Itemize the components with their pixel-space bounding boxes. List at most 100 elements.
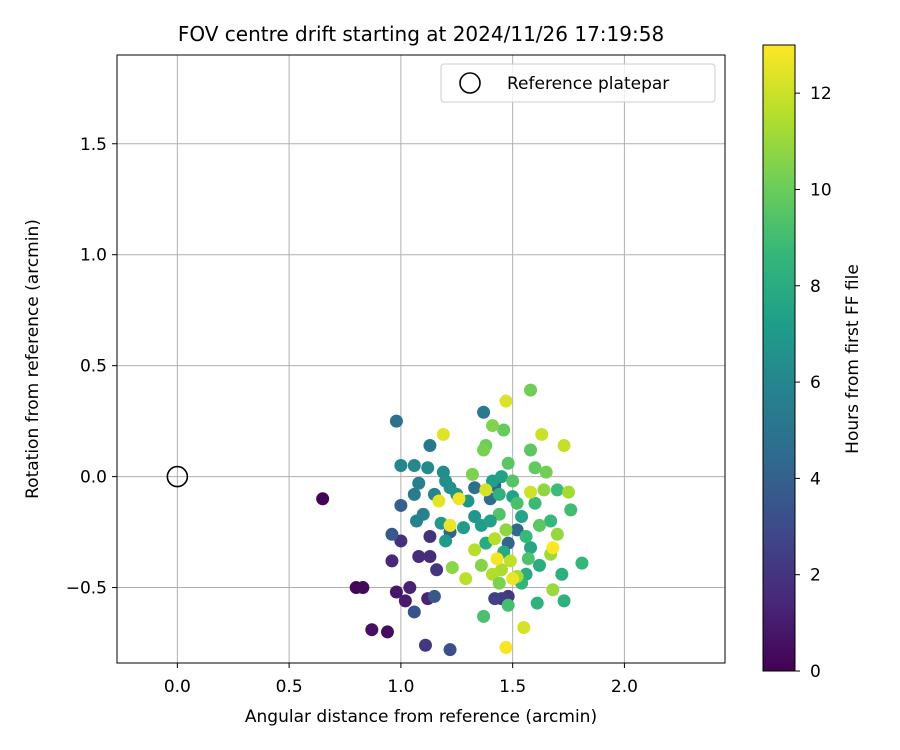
legend-marker-reference — [459, 72, 481, 94]
scatter-point — [427, 589, 441, 603]
scatter-point — [515, 510, 529, 524]
scatter-point — [407, 459, 421, 473]
scatter-point — [365, 623, 379, 637]
scatter-point — [488, 592, 502, 606]
scatter-point — [468, 481, 482, 495]
colorbar-tick-label: 2 — [810, 566, 821, 586]
scatter-point — [356, 581, 370, 595]
scatter-point — [490, 552, 504, 566]
scatter-point — [503, 554, 517, 568]
scatter-point — [539, 465, 553, 479]
scatter-point — [510, 496, 524, 510]
scatter-point — [412, 549, 426, 563]
scatter-point — [546, 541, 560, 555]
scatter-point — [494, 470, 508, 484]
scatter-point — [492, 507, 506, 521]
colorbar-tick-label: 10 — [810, 180, 832, 200]
scatter-point — [550, 483, 564, 497]
scatter-point — [555, 567, 569, 581]
scatter-point — [497, 423, 511, 437]
y-tick-label: 0.0 — [80, 468, 107, 488]
colorbar-tick-label: 6 — [810, 373, 821, 393]
colorbar-tick-label: 12 — [810, 84, 832, 104]
scatter-point — [499, 640, 513, 654]
plot-frame — [116, 54, 726, 664]
scatter-point — [394, 498, 408, 512]
y-tick-label: 0.5 — [80, 357, 107, 377]
scatter-point — [528, 496, 542, 510]
scatter-point — [562, 485, 576, 499]
scatter-point — [389, 585, 403, 599]
scatter-point — [430, 563, 444, 577]
colorbar-ticks: 0 2 4 6 8 10 12 — [795, 84, 832, 682]
scatter-point — [407, 605, 421, 619]
scatter-point — [519, 530, 533, 544]
scatter-point — [394, 534, 408, 548]
colorbar — [762, 44, 796, 672]
legend-label-reference: Reference platepar — [507, 74, 669, 94]
scatter-point — [443, 643, 457, 657]
scatter-point — [452, 492, 466, 506]
scatter-point — [445, 561, 459, 575]
scatter-point — [492, 487, 506, 501]
chart-title: FOV centre drift starting at 2024/11/26 … — [178, 22, 664, 46]
scatter-point — [421, 461, 435, 475]
scatter-point — [477, 609, 491, 623]
plot-background — [117, 55, 725, 663]
legend: Reference platepar — [440, 63, 716, 103]
scatter-point — [465, 467, 479, 481]
colorbar-tick-label: 0 — [810, 662, 821, 682]
scatter-point — [398, 594, 412, 608]
scatter-point — [407, 487, 421, 501]
scatter-point — [524, 383, 538, 397]
scatter-point — [316, 492, 330, 506]
scatter-point — [439, 534, 453, 548]
scatter-point — [436, 427, 450, 441]
scatter-point — [499, 394, 513, 408]
scatter-point — [530, 596, 544, 610]
scatter-point — [477, 443, 491, 457]
scatter-point — [499, 523, 513, 537]
scatter-point — [557, 594, 571, 608]
scatter-point — [532, 518, 546, 532]
colorbar-tick-label: 8 — [810, 277, 821, 297]
scatter-point — [532, 558, 546, 572]
scatter-point — [410, 514, 424, 528]
scatter-point — [477, 405, 491, 419]
x-tick-label: 0.5 — [276, 677, 303, 697]
scatter-point — [506, 474, 520, 488]
legend-box — [440, 63, 716, 103]
scatter-points — [316, 383, 589, 657]
scatter-point — [501, 598, 515, 612]
scatter-point — [524, 541, 538, 555]
x-tick-label: 1.0 — [387, 677, 414, 697]
x-tick-label: 1.5 — [499, 677, 526, 697]
y-tick-label: 1.0 — [80, 246, 107, 266]
scatter-point — [528, 461, 542, 475]
scatter-point — [510, 523, 524, 537]
scatter-point — [483, 514, 497, 528]
scatter-point — [432, 494, 446, 508]
scatter-point — [468, 543, 482, 557]
y-tick-label: 1.5 — [80, 135, 107, 155]
scatter-point — [524, 485, 538, 499]
x-tick-label: 2.0 — [611, 677, 638, 697]
scatter-point — [389, 414, 403, 428]
x-axis-ticks: 0.0 0.5 1.0 1.5 2.0 — [164, 663, 638, 697]
scatter-point — [488, 532, 502, 546]
scatter-point — [492, 576, 506, 590]
scatter-point — [544, 514, 558, 528]
scatter-point — [501, 456, 515, 470]
scatter-point — [506, 572, 520, 586]
scatter-point — [521, 552, 535, 566]
scatter-point — [385, 554, 399, 568]
scatter-point — [517, 620, 531, 634]
scatter-point — [479, 483, 493, 497]
scatter-point — [412, 476, 426, 490]
scatter-point — [423, 439, 437, 453]
scatter-point — [459, 572, 473, 586]
scatter-point — [418, 638, 432, 652]
reference-marker-group — [166, 465, 189, 488]
scatter-point — [443, 518, 457, 532]
